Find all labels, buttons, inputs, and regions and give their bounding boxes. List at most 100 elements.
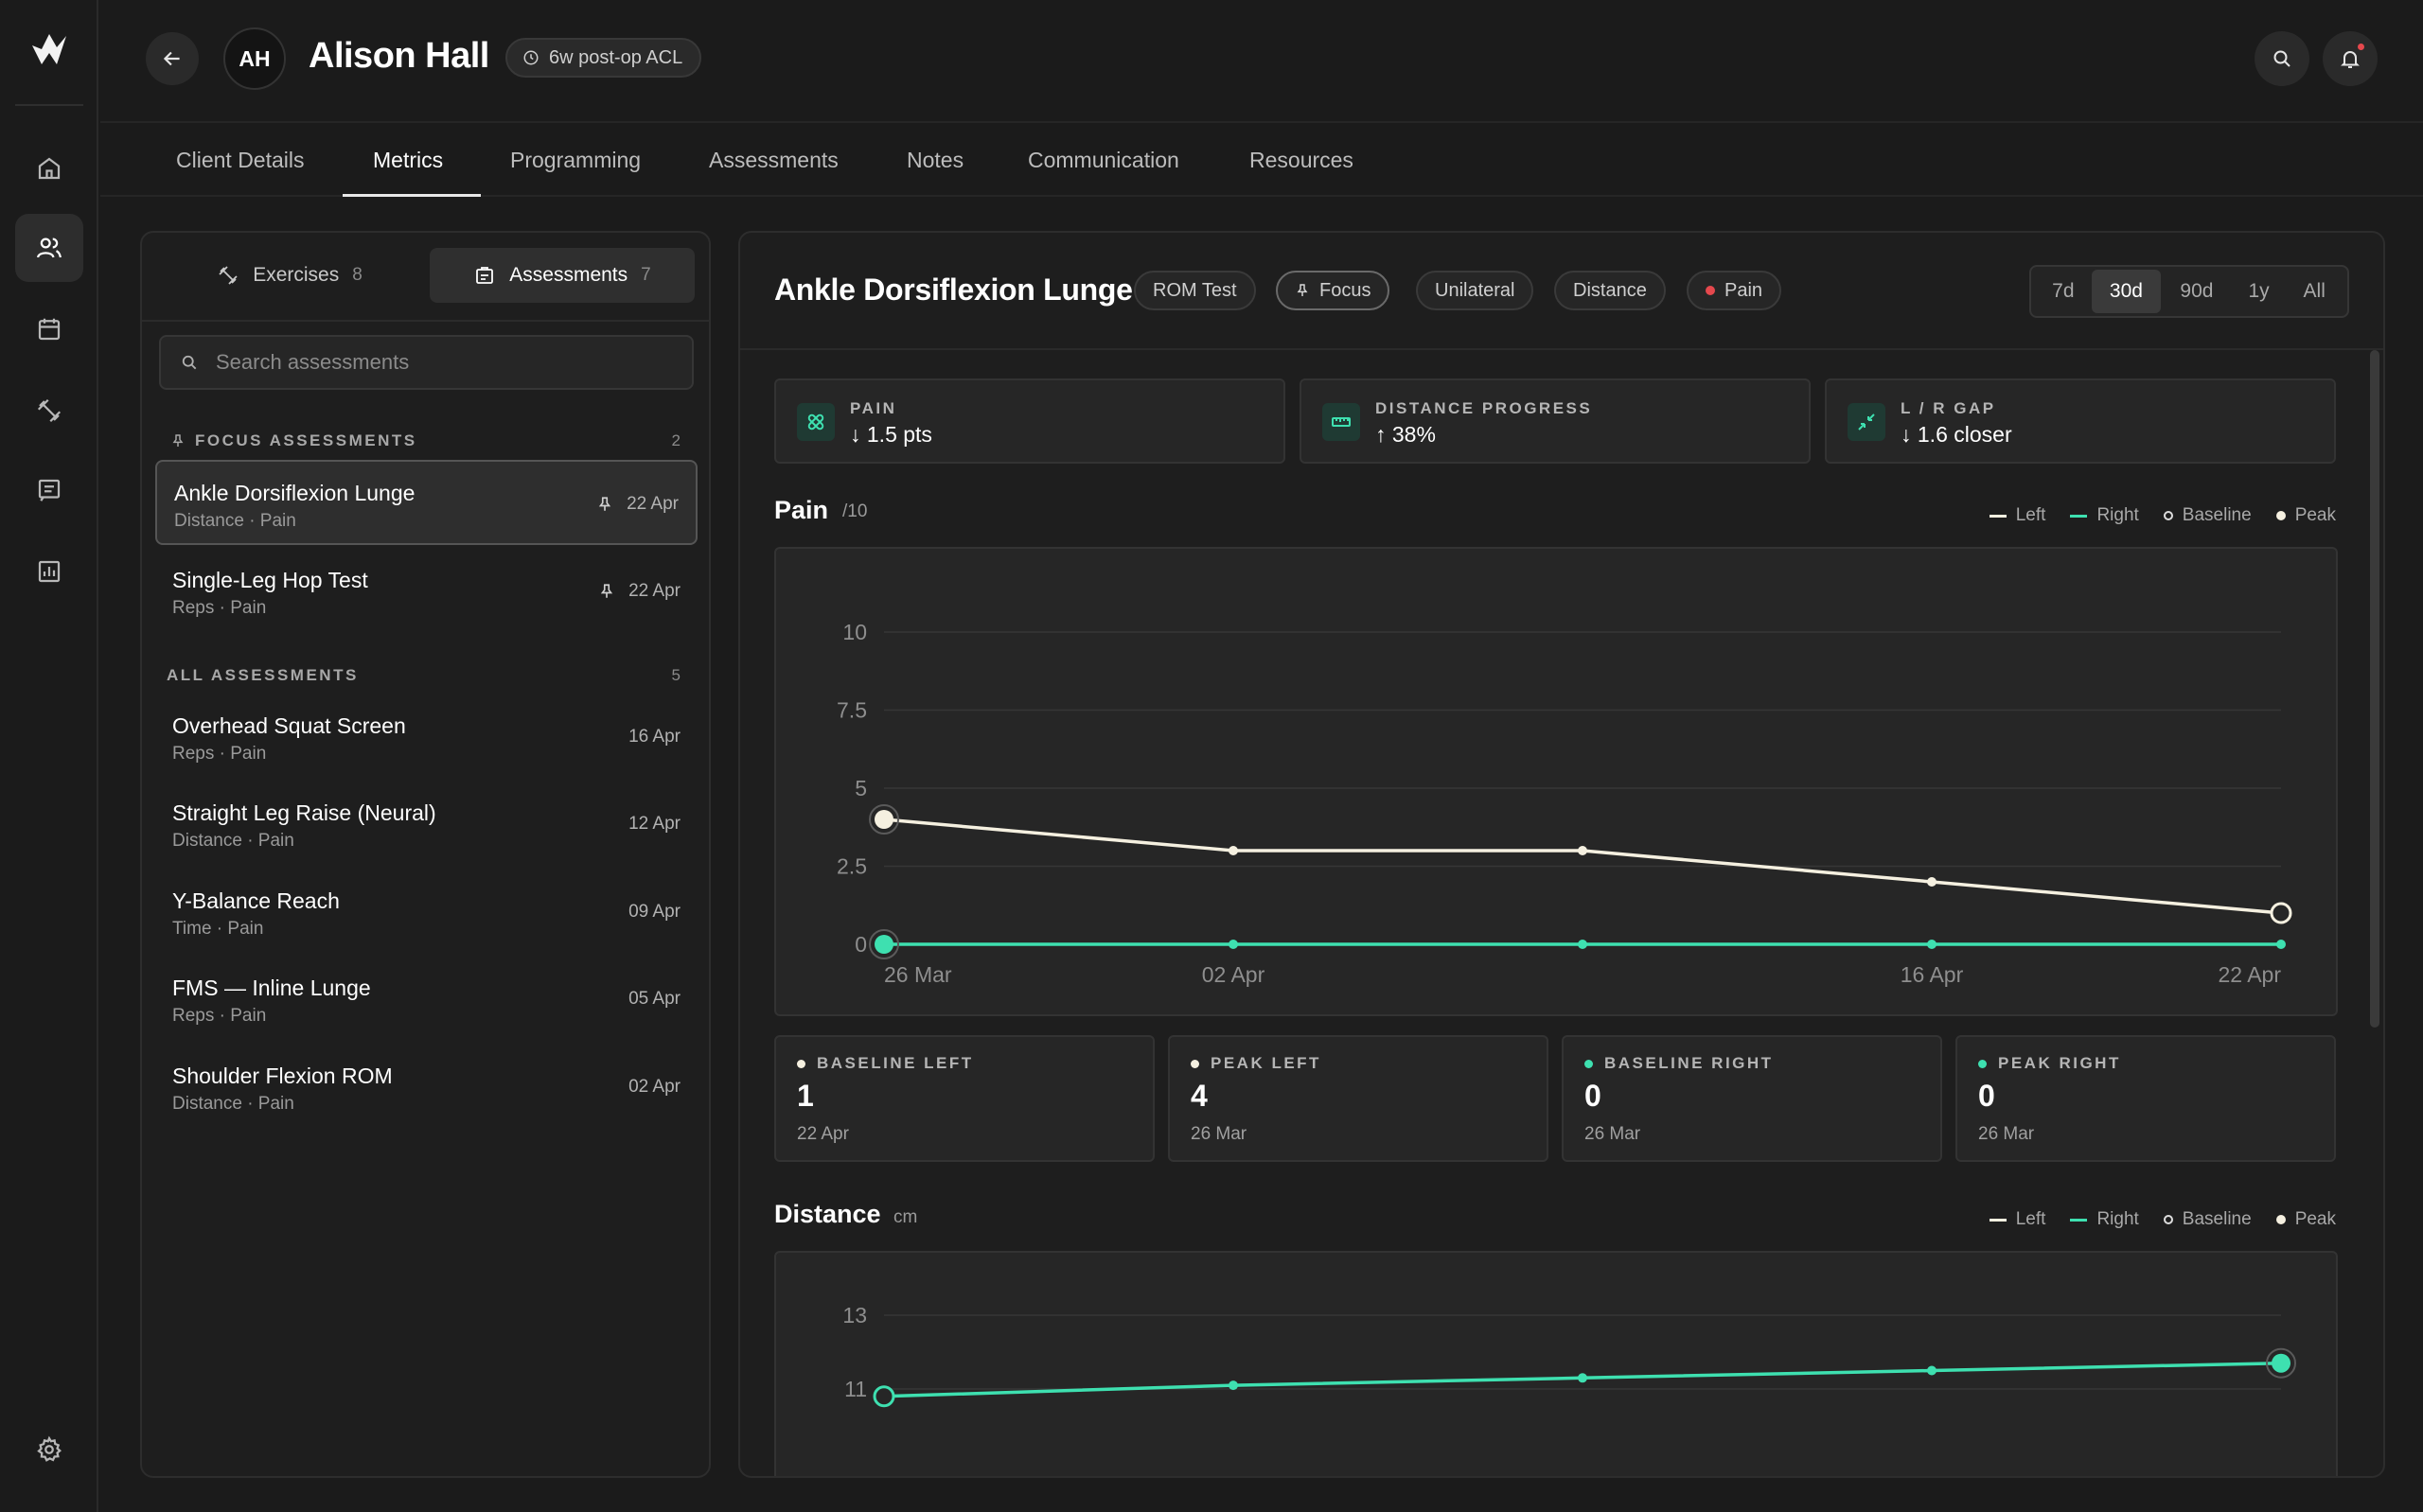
tab-client-details[interactable]: Client Details (176, 147, 305, 172)
card-dot (797, 1059, 805, 1068)
x-tick-label: 02 Apr (1202, 962, 1265, 987)
assessment-name: Y-Balance Reach (172, 888, 340, 913)
legend-swatch (2163, 1215, 2173, 1224)
client-header: AH Alison Hall 6w post-op ACL (100, 0, 2423, 119)
list-item[interactable]: Single-Leg Hop Test Reps · Pain 22 Apr (155, 549, 698, 634)
sidebar-item-home[interactable] (15, 134, 83, 202)
tab-communication[interactable]: Communication (1028, 147, 1179, 172)
tab-programming[interactable]: Programming (510, 147, 642, 172)
list-item[interactable]: Overhead Squat Screen Reps · Pain 16 Apr (155, 694, 698, 780)
divider (740, 348, 2383, 350)
assessment-list-panel: Exercises 8 Assessments 7 FOCUS ASSESSME… (140, 231, 711, 1478)
tag-focus[interactable]: Focus (1276, 271, 1390, 310)
gear-icon (37, 1435, 62, 1462)
assessments-segment-label: Assessments (509, 264, 628, 286)
card-label: BASELINE LEFT (817, 1054, 974, 1072)
pin-icon (600, 584, 613, 598)
card-label-wrap: BASELINE LEFT (797, 1054, 974, 1073)
x-tick-label: 16 Apr (1901, 962, 1964, 987)
back-button[interactable] (146, 32, 199, 85)
pain-legend: Left Right Baseline Peak (1989, 505, 2336, 526)
assessment-name: Single-Leg Hop Test (172, 568, 368, 592)
y-tick-label: 0 (855, 932, 867, 957)
card-label-wrap: BASELINE RIGHT (1584, 1054, 1774, 1073)
sidebar-item-reports[interactable] (15, 537, 83, 606)
list-item[interactable]: Ankle Dorsiflexion Lunge Distance · Pain… (155, 460, 698, 545)
app-logo[interactable] (28, 28, 70, 70)
peak-halo (2266, 1347, 2296, 1379)
assessment-meta: Reps · Pain (172, 744, 267, 764)
data-point (1578, 1373, 1587, 1383)
search-input[interactable] (216, 350, 670, 375)
list-item[interactable]: Y-Balance Reach Time · Pain 09 Apr (155, 870, 698, 955)
assessment-date: 16 Apr (628, 727, 681, 747)
pin-icon (1297, 284, 1308, 296)
search-button[interactable] (2255, 31, 2309, 86)
y-tick-label: 10 (842, 620, 867, 644)
y-tick-label: 7.5 (837, 698, 867, 723)
arrow-left-icon (163, 51, 180, 66)
baseline-left-card: BASELINE LEFT 1 22 Apr (774, 1035, 1155, 1162)
assessments-segment[interactable]: Assessments 7 (430, 248, 695, 303)
stat-label: DISTANCE PROGRESS (1375, 399, 1593, 417)
card-label: PEAK RIGHT (1998, 1054, 2121, 1072)
range-7d[interactable]: 7d (2052, 280, 2075, 302)
exercises-segment[interactable]: Exercises 8 (161, 248, 418, 303)
sidebar-item-messages[interactable] (15, 456, 83, 524)
data-point (1927, 877, 1937, 887)
legend-swatch (2275, 511, 2286, 520)
tab-bar: Client Details Metrics Programming Asses… (100, 121, 2423, 197)
dumbbell-icon (37, 398, 62, 423)
tab-metrics[interactable]: Metrics (373, 147, 444, 172)
exercises-count: 8 (352, 265, 363, 285)
sidebar-item-clients[interactable] (15, 214, 83, 282)
card-date: 26 Mar (1191, 1124, 1247, 1144)
assessment-date: 09 Apr (628, 902, 681, 922)
distance-chart-svg: 13 11 (842, 1303, 2296, 1408)
focus-heading-text: FOCUS ASSESSMENTS (195, 431, 417, 449)
list-item[interactable]: FMS — Inline Lunge Reps · Pain 05 Apr (155, 957, 698, 1042)
focus-count: 2 (671, 431, 681, 449)
home-icon (38, 157, 61, 180)
sidebar-item-settings[interactable] (15, 1415, 83, 1484)
baseline-right-card: BASELINE RIGHT 0 26 Mar (1562, 1035, 1942, 1162)
page-title: Alison Hall (309, 36, 489, 76)
sidebar-item-calendar[interactable] (15, 295, 83, 363)
data-point (1229, 940, 1238, 949)
assessment-date: 12 Apr (628, 814, 681, 834)
y-tick-label: 5 (855, 776, 867, 800)
assessment-meta: Reps · Pain (172, 1006, 267, 1026)
range-30d[interactable]: 30d (2091, 270, 2162, 313)
assessment-date-wrap: 22 Apr (596, 494, 679, 515)
tag-rom-test: ROM Test (1134, 271, 1256, 310)
card-dot (1584, 1059, 1593, 1068)
legend-right: Right (2070, 1209, 2139, 1230)
range-90d[interactable]: 90d (2180, 280, 2214, 302)
scrollbar[interactable] (2370, 350, 2379, 1028)
list-item[interactable]: Straight Leg Raise (Neural) Distance · P… (155, 782, 698, 867)
data-point (1578, 846, 1587, 855)
divider (142, 320, 709, 322)
assessment-date: 22 Apr (628, 581, 681, 601)
range-all[interactable]: All (2303, 280, 2326, 302)
legend-label: Right (2096, 505, 2139, 525)
tab-notes[interactable]: Notes (907, 147, 964, 172)
message-icon (38, 479, 61, 501)
tag-unilateral: Unilateral (1416, 271, 1534, 310)
y-tick-label: 2.5 (837, 854, 867, 879)
list-item[interactable]: Shoulder Flexion ROM Distance · Pain 02 … (155, 1045, 698, 1130)
stat-distance-progress: DISTANCE PROGRESS ↑ 38% (1300, 378, 1811, 464)
legend-right: Right (2070, 505, 2139, 526)
range-1y[interactable]: 1y (2248, 280, 2270, 302)
assessment-meta: Distance · Pain (174, 511, 296, 531)
tab-resources[interactable]: Resources (1249, 147, 1353, 172)
status-badge: 6w post-op ACL (505, 38, 702, 78)
tag-focus-label: Focus (1319, 279, 1371, 301)
sidebar-item-exercises[interactable] (15, 377, 83, 445)
baseline-point (2270, 902, 2292, 924)
data-point (1927, 1365, 1937, 1376)
assessment-meta: Time · Pain (172, 919, 264, 939)
peak-point (875, 810, 893, 829)
notifications-button[interactable] (2323, 31, 2378, 86)
tab-assessments[interactable]: Assessments (709, 147, 839, 172)
